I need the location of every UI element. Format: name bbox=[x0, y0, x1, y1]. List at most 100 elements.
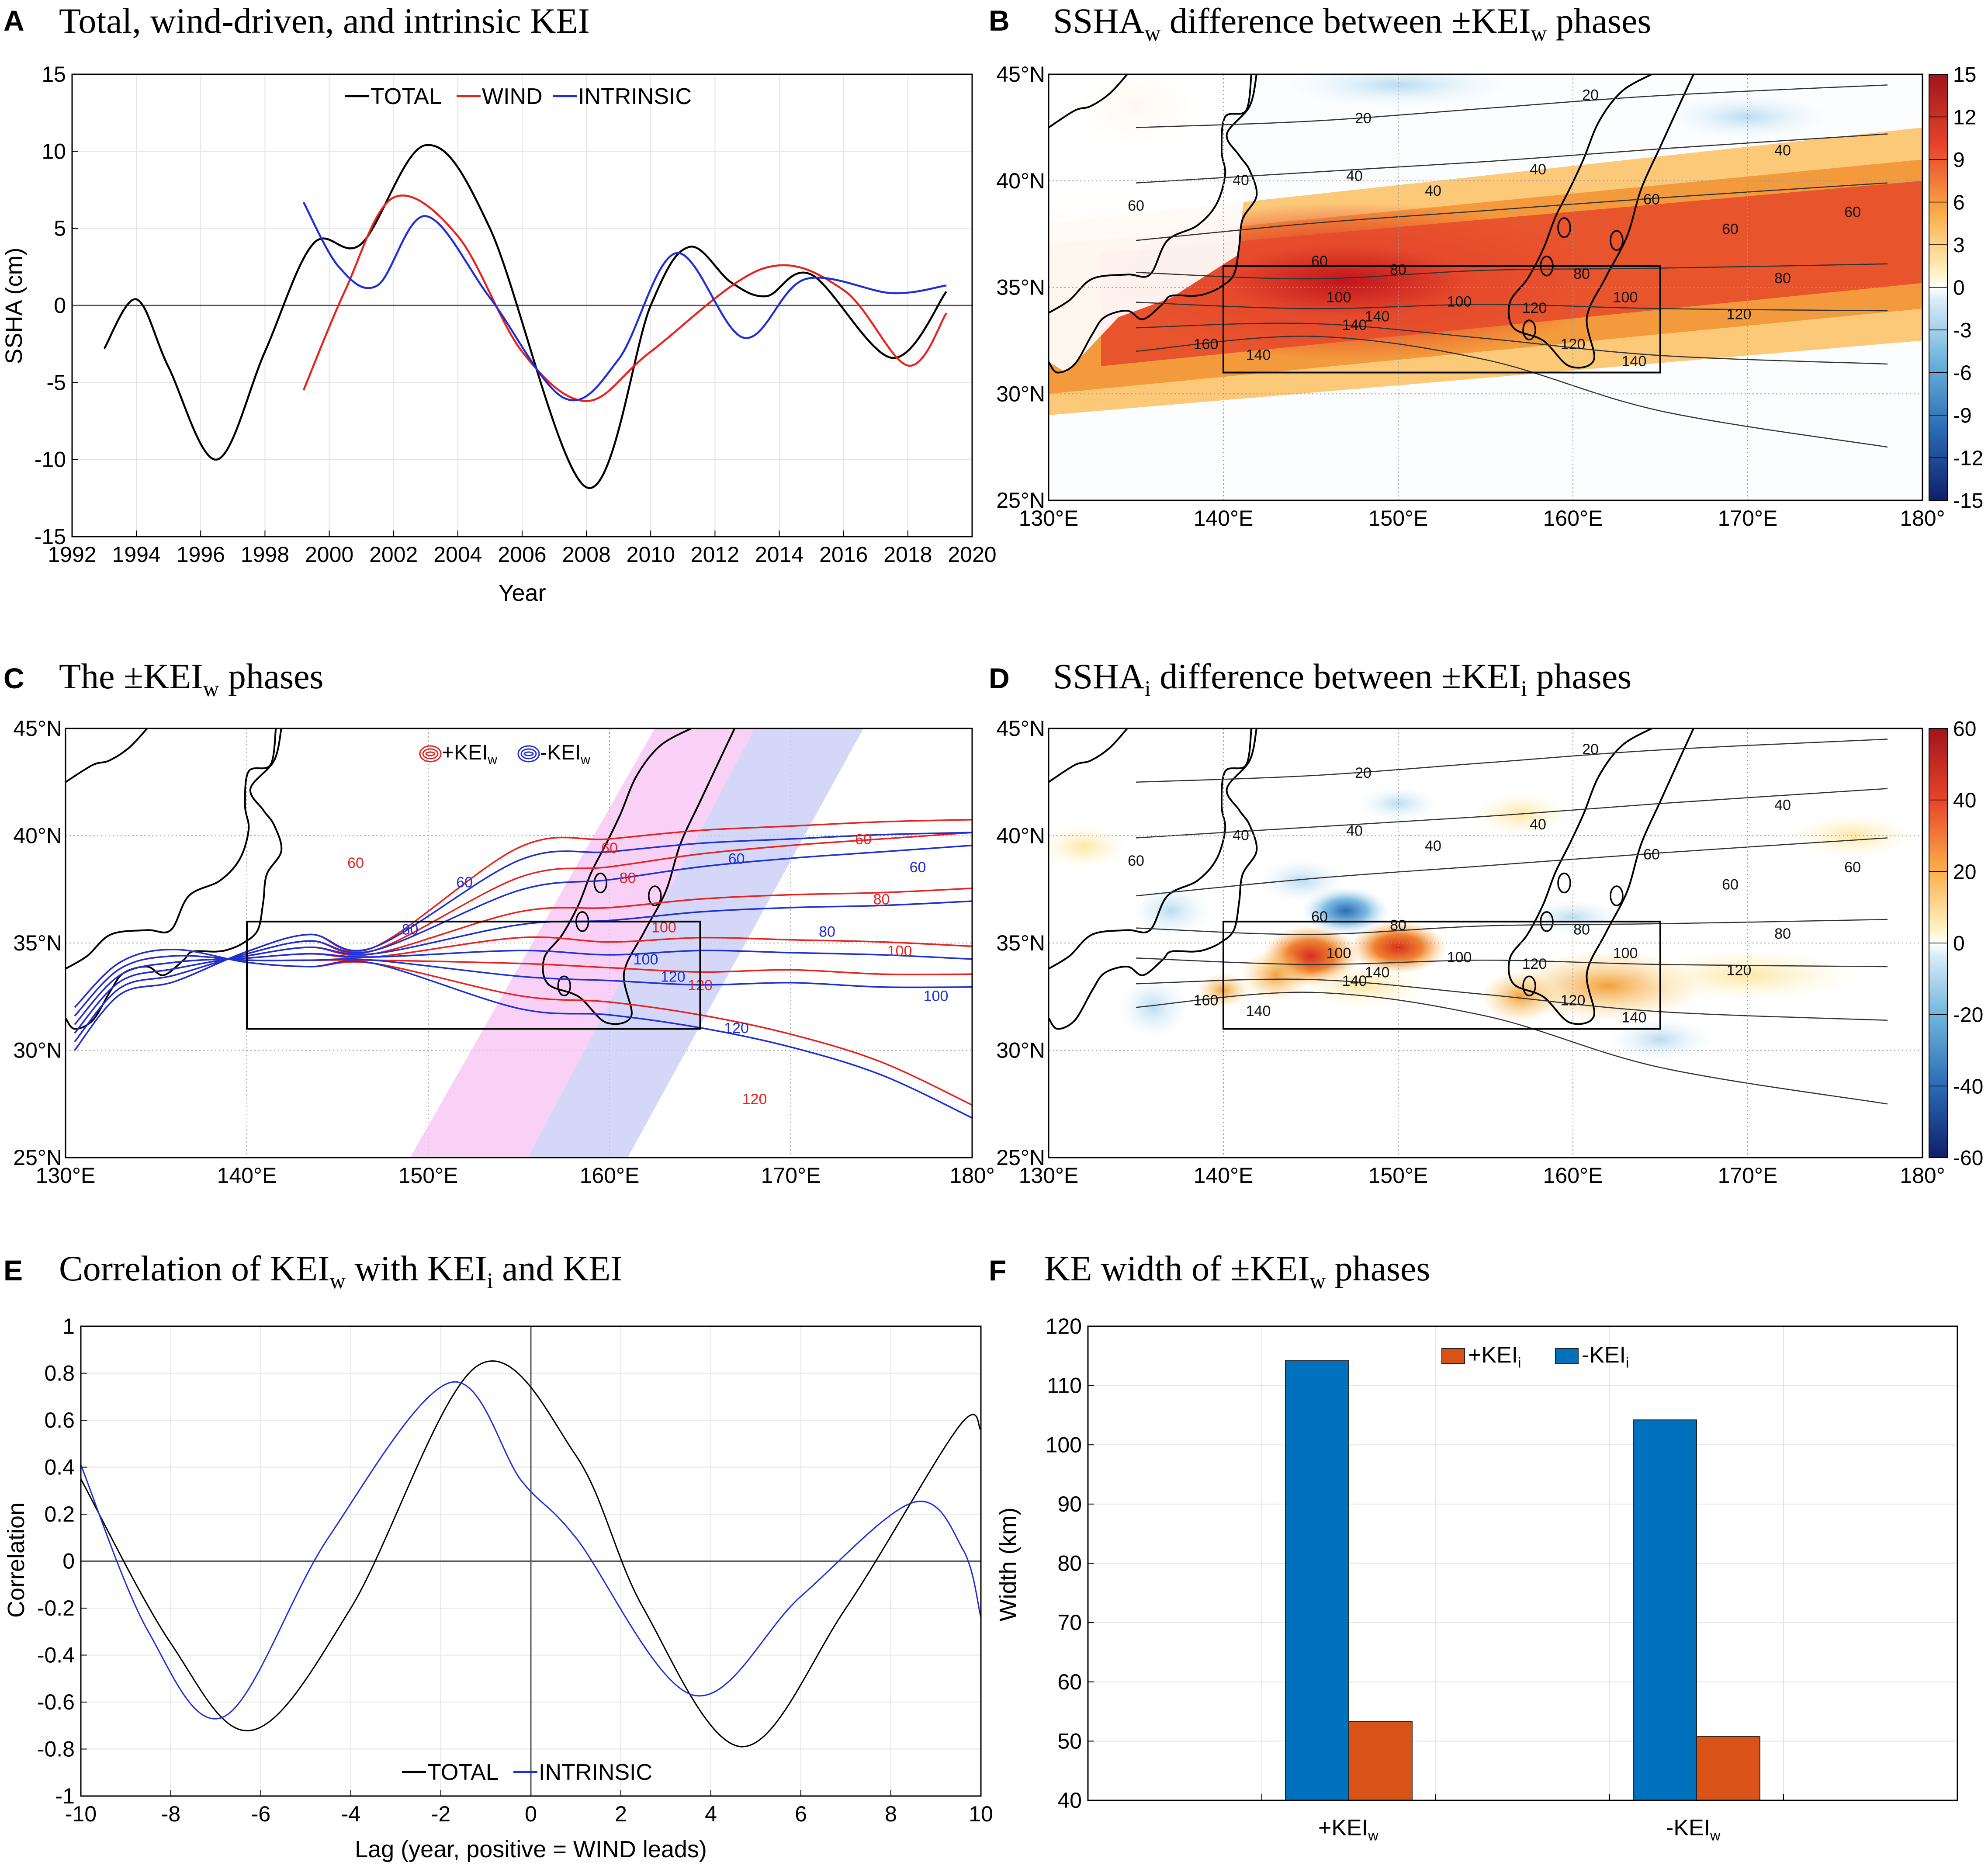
legend-label: WIND bbox=[482, 84, 543, 109]
legend-swatch bbox=[517, 745, 540, 763]
contour-label: 60 bbox=[1844, 859, 1861, 876]
colorbar-label: 12 bbox=[1953, 106, 1976, 129]
contour-label: 60 bbox=[1722, 221, 1739, 238]
lat-tick-label: 30°N bbox=[13, 1038, 62, 1063]
legend: +KEIi -KEIi bbox=[1441, 1342, 1629, 1370]
text-part: KE width of ±KEI bbox=[1044, 1248, 1310, 1288]
y-tick-label: 60 bbox=[1057, 1670, 1082, 1694]
lat-tick-label: 40°N bbox=[996, 824, 1045, 848]
lon-tick-label: 150°E bbox=[1368, 506, 1428, 531]
contour-label: 60 bbox=[1128, 853, 1144, 869]
lon-tick-label: 130°E bbox=[1019, 1163, 1079, 1188]
y-tick-label: 0.4 bbox=[44, 1455, 75, 1480]
y-tick-label: 50 bbox=[1057, 1729, 1082, 1753]
text-part: SSHA bbox=[1053, 1, 1145, 41]
plus-phase-band bbox=[410, 728, 755, 1158]
y-tick-label: 70 bbox=[1057, 1610, 1082, 1635]
x-tick-label: 10 bbox=[969, 1802, 993, 1826]
legend-label: +KEIi bbox=[1468, 1342, 1521, 1370]
panel-letter: B bbox=[989, 4, 1010, 37]
lon-tick-label: 160°E bbox=[580, 1163, 640, 1188]
subscript: w bbox=[1310, 1269, 1326, 1293]
island-outline bbox=[557, 975, 571, 996]
plus-contour-label: 80 bbox=[620, 870, 636, 887]
x-tick-label: 2018 bbox=[883, 542, 932, 567]
msl-contour bbox=[1136, 133, 1888, 184]
y-tick-label: 0 bbox=[62, 1549, 75, 1574]
series-line-intrinsic bbox=[302, 201, 947, 402]
minus-contour-label: 80 bbox=[819, 923, 835, 940]
contour-label: 140 bbox=[1622, 353, 1647, 370]
lon-tick-label: 180° bbox=[1900, 506, 1945, 531]
legend-swatch bbox=[422, 748, 439, 759]
contour-label: 40 bbox=[1530, 816, 1546, 833]
contour-label: 100 bbox=[1613, 945, 1638, 961]
x-tick-label: 8 bbox=[885, 1802, 897, 1826]
x-tick-label: 1992 bbox=[48, 542, 96, 567]
msl-contour bbox=[1136, 263, 1888, 280]
x-tick-label: 2006 bbox=[498, 542, 546, 567]
bar-minus-kei-i bbox=[1285, 1360, 1349, 1801]
contour-label: 140 bbox=[1365, 964, 1390, 981]
x-tick-label: 2004 bbox=[433, 542, 482, 567]
contour-label: 20 bbox=[1582, 87, 1599, 104]
lon-tick-label: 150°E bbox=[398, 1163, 458, 1188]
plus-contour-label: 100 bbox=[887, 943, 912, 959]
y-axis-label: Correlation bbox=[3, 1502, 29, 1618]
contour-label: 40 bbox=[1530, 161, 1546, 178]
msl-contour bbox=[1136, 84, 1888, 128]
coastline bbox=[66, 728, 277, 970]
y-tick-label: 15 bbox=[42, 62, 66, 87]
legend-label: +KEIw bbox=[442, 741, 497, 767]
panel-title: KE width of ±KEIw phases bbox=[1044, 1248, 1430, 1293]
y-tick-label: 0.6 bbox=[44, 1408, 75, 1432]
bar-minus-kei-i bbox=[1633, 1419, 1697, 1801]
minus-contour-label: 60 bbox=[910, 859, 926, 876]
contour-label: 40 bbox=[1425, 183, 1441, 199]
y-tick-label: 40 bbox=[1057, 1788, 1082, 1813]
x-tick-label: 2012 bbox=[691, 542, 739, 567]
text-part: +KEI bbox=[1318, 1815, 1368, 1841]
contour-label: 40 bbox=[1346, 168, 1363, 184]
panel-title: SSHAi difference between ±KEIi phases bbox=[1053, 656, 1631, 701]
x-tick-label: 2010 bbox=[627, 542, 675, 567]
contour-label: 40 bbox=[1233, 172, 1249, 189]
text-part: difference between ±KEI bbox=[1151, 656, 1521, 696]
island-outline bbox=[593, 872, 607, 894]
y-tick-label: 80 bbox=[1057, 1551, 1082, 1576]
text-part: phases bbox=[1326, 1248, 1430, 1288]
msl-contour bbox=[1136, 919, 1888, 935]
plus-contour-label: 60 bbox=[855, 831, 872, 848]
msl-contour bbox=[1136, 992, 1888, 1105]
text-part: SSHA bbox=[1053, 656, 1145, 696]
contour-label: 60 bbox=[1643, 191, 1660, 208]
text-part: -KEI bbox=[1582, 1342, 1626, 1368]
x-tick-label: 1994 bbox=[112, 542, 161, 567]
anomaly-blob bbox=[1132, 884, 1210, 937]
legend: TOTAL INTRINSIC bbox=[402, 1760, 652, 1785]
ke-region-box bbox=[1223, 265, 1661, 374]
panel-letter: C bbox=[3, 662, 24, 694]
panel-title: Correlation of KEIw with KEIi and KEI bbox=[59, 1248, 623, 1293]
axes-frame bbox=[1048, 73, 1923, 501]
lon-tick-label: 130°E bbox=[36, 1163, 96, 1188]
contour-label: 60 bbox=[1844, 204, 1861, 221]
colorbar-label: 15 bbox=[1953, 63, 1976, 87]
subscript: i bbox=[1626, 1355, 1629, 1370]
colorbar-label: -3 bbox=[1953, 319, 1972, 342]
x-tick-label: 1996 bbox=[177, 542, 225, 567]
msl-contour bbox=[1136, 739, 1888, 783]
subscript: i bbox=[1521, 676, 1527, 701]
x-tick-label: 2002 bbox=[369, 542, 418, 567]
colorbar-label: 20 bbox=[1953, 860, 1976, 884]
colorbar-label: -12 bbox=[1953, 447, 1983, 470]
y-tick-label: 1 bbox=[62, 1314, 75, 1338]
axes-frame bbox=[71, 73, 973, 537]
anomaly-blob bbox=[1481, 970, 1560, 1023]
text-part: The ±KEI bbox=[59, 656, 203, 696]
lon-tick-label: 170°E bbox=[1718, 1163, 1778, 1188]
contour-label: 60 bbox=[1311, 253, 1328, 270]
island-outline bbox=[1610, 230, 1624, 251]
text-part: +KEI bbox=[1468, 1342, 1518, 1368]
